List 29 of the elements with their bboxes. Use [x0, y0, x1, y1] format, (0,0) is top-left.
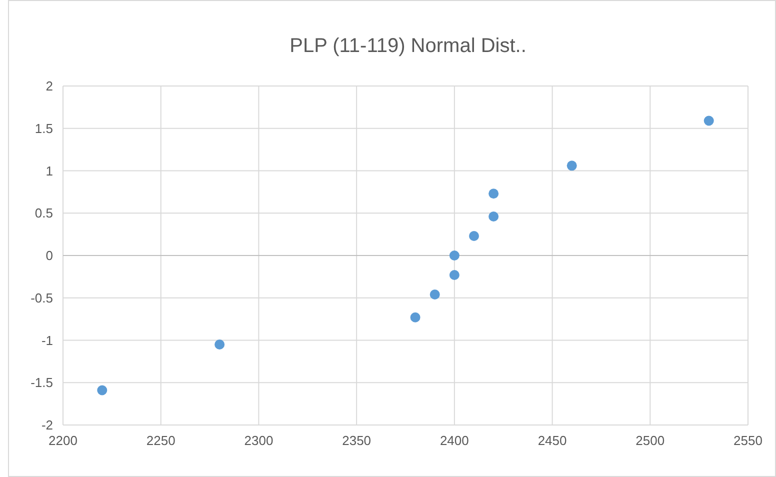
point [449, 270, 460, 280]
x-tick-label: 2500 [636, 433, 665, 448]
point [430, 289, 440, 300]
x-tick-label: 2350 [342, 433, 372, 448]
point [410, 312, 420, 322]
point [449, 250, 460, 260]
point [704, 116, 714, 126]
y-tick-label: 0.5 [34, 206, 53, 221]
y-tick-label: 0 [46, 248, 53, 264]
x-tick-label: 2450 [538, 433, 567, 448]
y-tick-label: -0.5 [30, 290, 53, 306]
chart-title: PLP (11-119) Normal Dist.. [290, 35, 526, 57]
y-tick-label: 2 [46, 78, 53, 94]
point [97, 385, 108, 396]
x-tick-label: 2300 [244, 433, 274, 448]
y-tick-label: -1 [41, 332, 53, 348]
y-tick-label: 1.5 [34, 120, 53, 136]
x-tick-label: 2400 [440, 433, 469, 448]
x-tick-label: 2550 [734, 433, 762, 448]
point [214, 339, 225, 350]
x-tick-label: 2200 [48, 433, 78, 448]
y-tick-label: -1.5 [30, 375, 53, 390]
point [469, 231, 479, 242]
point [488, 188, 499, 199]
point [488, 212, 499, 222]
x-tick-label: 2250 [146, 433, 176, 448]
point [566, 160, 577, 171]
y-tick-label: 1 [46, 163, 53, 178]
y-tick-label: -2 [41, 418, 53, 433]
